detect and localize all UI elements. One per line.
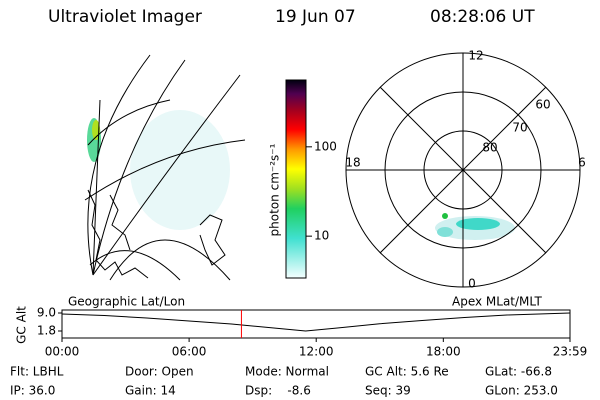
status-field: Door: Open [125,365,194,379]
map-label: Geographic Lat/Lon [68,295,185,309]
x-tick-label: 18:00 [426,345,461,359]
x-tick-label: 06:00 [172,345,207,359]
status-field: Gain: 14 [125,384,176,398]
timeline-frame [61,309,571,339]
x-tick-label: 23:59 [553,345,588,359]
mlt-label: 0 [468,277,476,291]
title: Ultraviolet Imager [48,7,202,27]
x-tick-label: 00:00 [45,345,80,359]
status-field: GLon: 253.0 [485,384,558,398]
y-tick-label: 1.8 [37,324,56,338]
alt-line [61,312,571,332]
date: 19 Jun 07 [275,7,356,27]
mlt-label: 18 [345,156,360,170]
status-field: Dsp: -8.6 [245,384,311,398]
colorbar-label: photon cm⁻²s⁻¹ [268,143,282,236]
ring-label: 60 [535,98,550,112]
polar-plot [345,52,581,288]
mlt-label: 12 [468,49,483,63]
status-field: Mode: Normal [245,365,329,379]
colorbar [285,79,307,279]
ring-label: 70 [512,121,527,135]
colorbar-tick-label: 100 [314,139,337,153]
x-tick-label: 12:00 [299,345,334,359]
polar-label: Apex MLat/MLT [452,295,542,309]
y-axis-label: GC Alt [15,306,29,344]
mlt-label: 6 [578,156,586,170]
status-field: Seq: 39 [365,384,411,398]
status-field: GC Alt: 5.6 Re [365,365,449,379]
map [84,54,246,281]
status-field: GLat: -66.8 [485,365,552,379]
colorbar-tick-label: 10 [314,229,329,243]
ring-label: 80 [482,141,497,155]
time: 08:28:06 UT [430,7,535,27]
status-field: Flt: LBHL [10,365,64,379]
y-tick-label: 9.0 [37,306,56,320]
status-field: IP: 36.0 [10,384,55,398]
